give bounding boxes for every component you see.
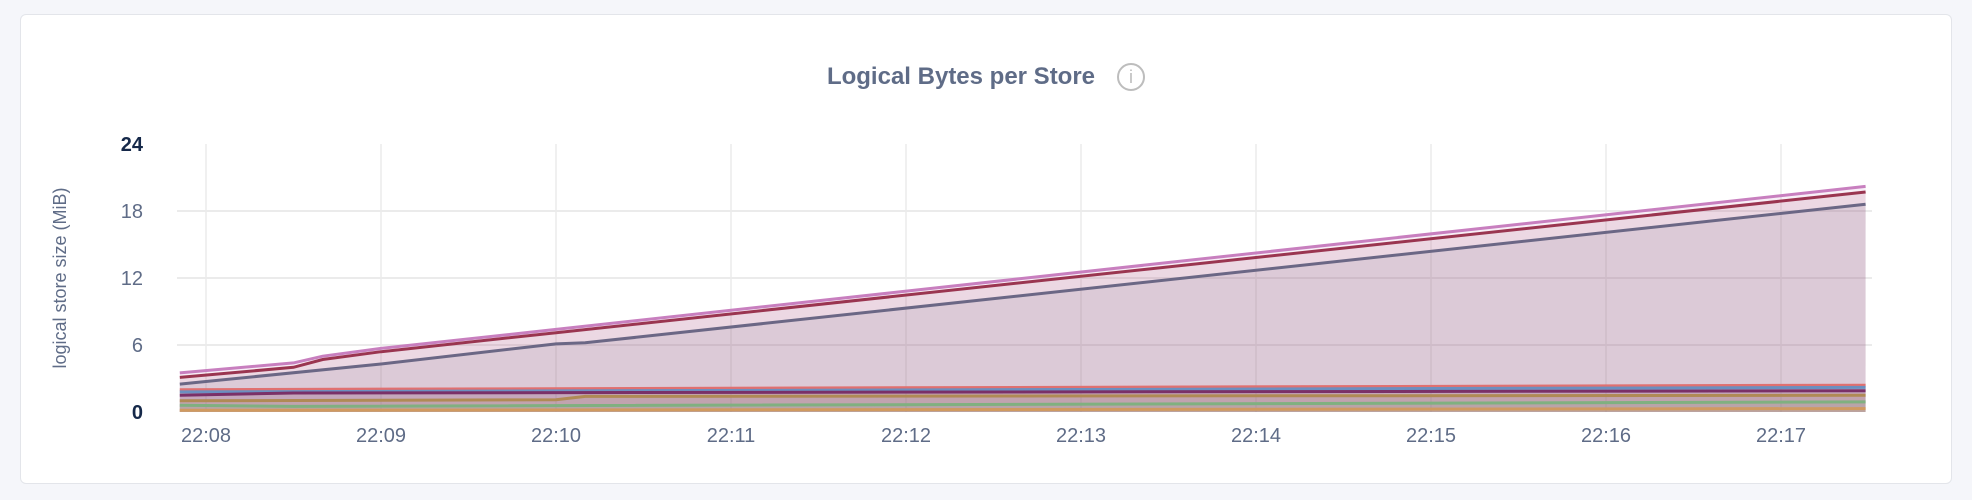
x-tick-label: 22:14 (1231, 425, 1281, 447)
x-tick-label: 22:08 (181, 425, 231, 447)
x-tick-label: 22:11 (707, 425, 756, 447)
x-tick-label: 22:15 (1406, 425, 1456, 447)
x-tick-label: 22:17 (1756, 425, 1806, 447)
series-line-4[interactable] (179, 385, 1866, 394)
x-tick-label: 22:13 (1056, 425, 1106, 447)
y-tick-label: 6 (132, 335, 143, 357)
series-line-6[interactable] (179, 393, 1866, 403)
series-area-0 (179, 186, 1866, 412)
y-tick-label: 18 (121, 201, 143, 223)
series-line-0[interactable] (179, 184, 1866, 375)
series-area-2 (179, 204, 1866, 412)
x-tick-label: 22:12 (881, 425, 931, 447)
chart-header: Logical Bytes per Store i (21, 63, 1951, 91)
x-tick-label: 22:16 (1581, 425, 1631, 447)
series-line-3[interactable] (179, 383, 1866, 392)
x-tick-label: 22:09 (356, 425, 406, 447)
chart-title: Logical Bytes per Store (826, 63, 1096, 90)
y-tick-label: 0 (132, 402, 143, 424)
series-line-8[interactable] (179, 407, 1866, 412)
series-area-1 (179, 192, 1866, 412)
y-tick-label: 12 (121, 268, 143, 290)
info-icon[interactable]: i (1117, 63, 1146, 91)
x-tick-label: 22:10 (531, 425, 581, 447)
series-line-5[interactable] (179, 389, 1866, 397)
series-line-2[interactable] (179, 202, 1866, 386)
series-line-1[interactable] (179, 190, 1866, 379)
y-axis-title: logical store size (MiB) (50, 187, 70, 368)
series-line-7[interactable] (179, 400, 1866, 408)
y-tick-label: 24 (121, 134, 144, 156)
